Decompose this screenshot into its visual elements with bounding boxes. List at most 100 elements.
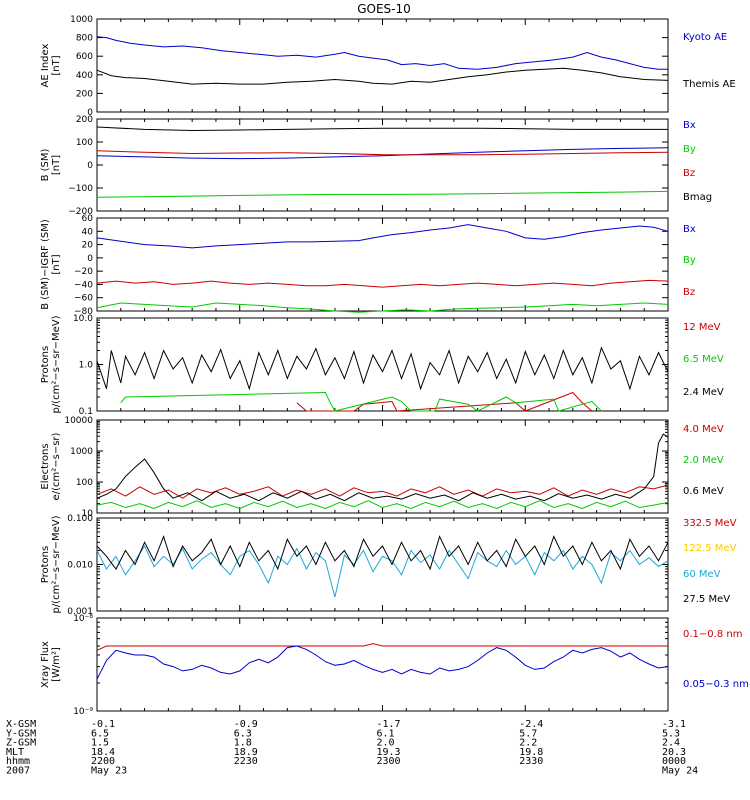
y-tick-label: 10.0 [73,314,93,324]
y-axis-label: p/(cm²−s−sr−MeV) [51,315,62,413]
footer-value: -0.9 [234,719,258,730]
panel-protons_lo: 0.001 0.010 0.100 Protons p/(cm²−s−sr−MeV) 33… [40,514,737,617]
y-tick-label: 200 [76,115,93,125]
series-line-bz [96,150,669,156]
y-axis-label: B (SM) [40,148,51,181]
legend-entry: 60 MeV [683,569,721,580]
series-line-bz [96,279,669,288]
y-axis-label: B (SM)−IGRF (SM) [40,219,51,310]
legend-entry: 6.5 MeV [683,354,724,365]
footer-value: May 23 [91,766,127,777]
footer-value: 6.5 [91,728,109,739]
y-tick-label: 0.010 [67,561,93,571]
footer-value: 2300 [377,756,401,767]
y-tick-label: 200 [76,89,93,99]
series-line-0-6-mev [96,433,669,502]
footer-value: 2230 [234,756,258,767]
footer-value: May 24 [662,766,698,777]
panel-frame [96,419,669,514]
footer-value: 6.3 [234,728,252,739]
series-line-by [96,302,669,313]
footer-value: 2.4 [662,738,680,749]
panel-frame [96,18,669,113]
legend-entry: By [683,144,696,155]
y-tick-label: 0 [87,161,93,171]
y-tick-label: 10⁻⁹ [73,707,93,717]
y-tick-label: −20 [74,267,93,277]
y-axis-label: Xray Flux [40,641,51,688]
y-tick-label: 800 [76,34,93,44]
legend-entry: 2.0 MeV [683,455,724,466]
footer-value: -1.7 [377,719,401,730]
legend-entry: Bz [683,168,695,179]
footer-value: 5.7 [519,728,537,739]
panel-ae: 0 200 400 600 800 1000 AE Index [nT] Kyoto AE The… [40,15,736,118]
chart-title: GOES-10 [357,2,411,16]
y-tick-label: 1000 [70,15,93,25]
panel-b_sm: −200 −100 0 100 200 B (SM) [nT] Bx By Bz Bmag [40,115,712,217]
y-axis-label: [W/m²] [51,647,62,682]
series-line-6-5-mev [120,391,602,412]
legend-entry: Bx [683,120,696,131]
panel-frame [96,617,669,712]
y-axis-label: [nT] [51,254,62,274]
series-line-27-5-mev [96,534,669,571]
y-tick-label: 0.001 [67,607,93,617]
panel-frame [96,217,669,312]
y-tick-label: 400 [76,71,93,81]
y-tick-label: 10 [82,509,94,519]
footer-value: 19.3 [377,747,401,758]
y-axis-label: Protons [40,346,51,383]
footer-value: 18.9 [234,747,258,758]
y-tick-label: 0.100 [67,514,93,524]
panel-frame [96,317,669,412]
footer-value: 20.3 [662,747,686,758]
y-tick-label: 1.0 [79,361,94,371]
y-axis-label: e/(cm²−s−sr) [51,432,62,500]
y-tick-label: −100 [68,184,93,194]
legend-entry: 12 MeV [683,322,721,333]
legend-entry: Bmag [683,192,712,203]
footer-row-label: 2007 [6,766,30,777]
footer-value: 1.8 [234,738,252,749]
y-axis-label: [nT] [51,155,62,175]
y-tick-label: −40 [74,280,93,290]
series-line-0-05-0-3-nm [96,645,669,680]
footer-row-label: X-GSM [6,719,36,730]
footer-value: 0000 [662,756,686,767]
footer-value: -2.4 [519,719,543,730]
y-tick-label: −80 [74,307,93,317]
footer-value: 1.5 [91,738,109,749]
legend-entry: 122.5 MeV [683,543,737,554]
y-tick-label: 60 [82,214,94,224]
legend-entry: Kyoto AE [683,32,727,43]
legend-entry: Bx [683,224,696,235]
y-tick-label: 600 [76,52,93,62]
y-tick-label: −200 [68,207,93,217]
footer-row-label: hhmm [6,756,30,767]
series-line-by [96,190,669,198]
y-tick-label: 20 [82,241,94,251]
series-line-themis-ae [96,67,669,85]
y-tick-label: 40 [82,227,94,237]
series-line-bmag [96,126,668,132]
y-tick-label: 0 [87,254,93,264]
footer-value: 18.4 [91,747,115,758]
y-tick-label: 1000 [70,447,93,457]
footer-value: 2200 [91,756,115,767]
legend-entry: 2.4 MeV [683,387,724,398]
footer-row-label: Y-GSM [6,728,36,739]
y-axis-label: Protons [40,546,51,583]
legend-entry: 332.5 MeV [683,518,737,529]
legend-entry: Themis AE [682,79,736,90]
footer-value: 5.3 [662,728,680,739]
series-line-60-mev [96,544,669,598]
series-line-bx [96,147,669,160]
footer-value: 2.0 [377,738,395,749]
y-axis-label: AE Index [40,43,51,87]
footer-value: 19.8 [519,747,543,758]
panel-xray: 10⁻⁹ 10⁻⁸ Xray Flux [W/m²] 0.1−0.8 nm 0.05−0.… [40,614,749,717]
